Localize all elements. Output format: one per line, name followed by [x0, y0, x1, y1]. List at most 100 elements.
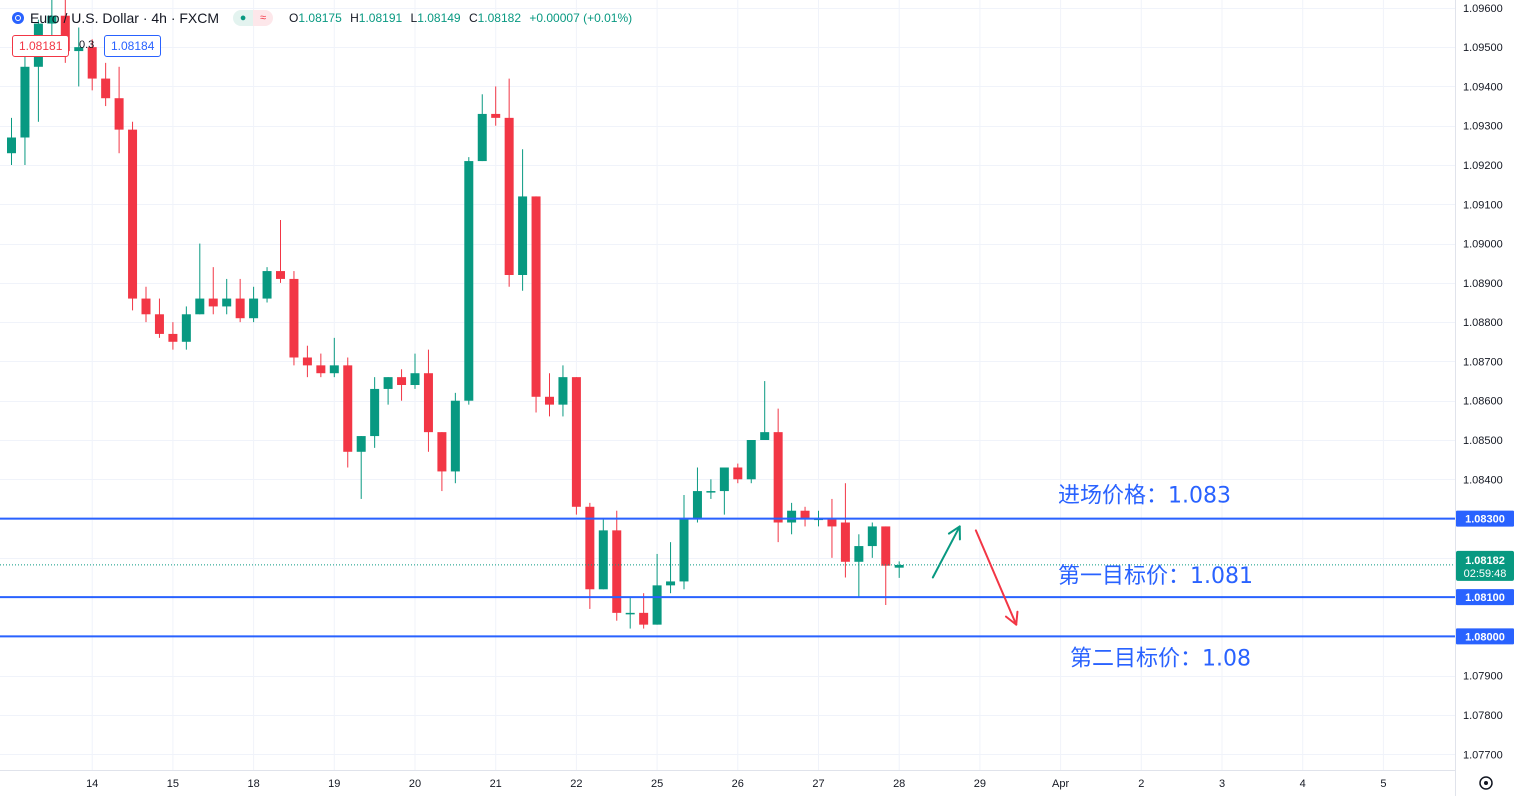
candle-body: [666, 581, 676, 586]
candle-body: [827, 518, 837, 527]
candle-body: [625, 612, 635, 615]
candle-body: [397, 377, 407, 385]
candle: [625, 597, 635, 629]
candle-body: [208, 298, 218, 307]
candle-body: [114, 98, 124, 130]
candle: [7, 117, 16, 165]
candle-body: [302, 357, 312, 366]
candle: [491, 86, 501, 126]
price-tick-label: 1.08400: [1463, 474, 1503, 486]
candle: [114, 66, 124, 154]
candle: [235, 278, 245, 323]
candle-body: [867, 526, 877, 547]
candle-body: [854, 546, 864, 562]
candle: [289, 271, 299, 366]
candle: [639, 593, 649, 629]
candle: [518, 149, 528, 291]
candle-body: [410, 373, 420, 385]
candle-body: [571, 377, 581, 507]
candle-body: [356, 436, 366, 452]
candle: [612, 510, 622, 621]
candle: [867, 522, 877, 558]
candle: [558, 365, 568, 417]
symbol-title[interactable]: Euro / U.S. Dollar · 4h · FXCM: [30, 10, 220, 26]
candle: [666, 542, 676, 594]
candle-body: [558, 377, 568, 405]
level-price-tag: [1456, 589, 1514, 606]
candle-body: [639, 612, 649, 625]
candle: [410, 353, 420, 389]
sell-price-button[interactable]: 1.08181: [12, 35, 70, 57]
candle-body: [20, 66, 30, 138]
candle-body: [598, 530, 608, 590]
candle: [450, 392, 460, 484]
settings-gear-icon[interactable]: [1479, 776, 1493, 790]
candle-body: [437, 432, 447, 472]
candle-body: [840, 522, 850, 562]
time-tick-label: 28: [893, 778, 905, 790]
candle-body: [679, 518, 689, 582]
buy-price-button[interactable]: 1.08184: [104, 35, 162, 57]
time-tick-label: 20: [409, 778, 421, 790]
candle: [719, 467, 729, 515]
candle-body: [800, 510, 810, 519]
price-levels: 1.08300 进场价格：1.083 1.08100 第一目标价：1.081 1.080…: [0, 484, 1514, 671]
candle-body: [518, 196, 528, 275]
candle: [733, 463, 743, 484]
candle-body: [101, 78, 111, 99]
price-tick-label: 1.08900: [1463, 278, 1503, 290]
candle: [141, 286, 151, 323]
time-axis-background: [0, 770, 1455, 796]
time-tick-label: 14: [86, 778, 98, 790]
candle-body: [773, 432, 783, 523]
candle: [800, 506, 810, 527]
candle-body: [141, 298, 151, 315]
price-tick-label: 1.08500: [1463, 435, 1503, 447]
candle: [840, 483, 850, 578]
price-axis[interactable]: 1.09600 1.09500 1.09400 1.09300 1.09200 1.091…: [1455, 0, 1515, 796]
approx-icon: ≈: [253, 10, 274, 26]
price-tick-label: 1.07900: [1463, 671, 1503, 683]
candle: [262, 267, 272, 303]
arrow-head: [947, 525, 961, 541]
price-tick-label: 1.09200: [1463, 160, 1503, 172]
candle-body: [881, 526, 891, 566]
candle: [383, 377, 393, 405]
grid: [0, 0, 1455, 770]
price-tick-label: 1.09000: [1463, 239, 1503, 251]
candle-body: [222, 298, 232, 307]
candle: [679, 495, 689, 590]
time-tick-label: 29: [974, 778, 986, 790]
candle: [827, 498, 837, 558]
down-arrow-drawing[interactable]: [974, 529, 1019, 626]
price-tick-label: 1.09300: [1463, 121, 1503, 133]
candle: [329, 337, 339, 378]
price-tick-label: 1.09400: [1463, 81, 1503, 93]
candle: [208, 267, 218, 315]
candle-body: [477, 113, 487, 162]
candle: [397, 369, 407, 401]
up-arrow-drawing[interactable]: [931, 525, 961, 579]
candle: [585, 502, 595, 609]
candle-body: [262, 271, 272, 299]
candle: [101, 62, 111, 107]
candle-body: [343, 365, 353, 452]
candle: [87, 39, 97, 91]
time-tick-label: Apr: [1052, 778, 1069, 790]
candle-body: [652, 585, 662, 625]
arrow-shaft: [931, 525, 961, 579]
indicator-pill[interactable]: ● ≈: [233, 10, 274, 26]
candle: [437, 432, 447, 492]
level-annotation-text: 第二目标价：1.08: [1070, 646, 1251, 671]
candle: [598, 518, 608, 590]
candle: [692, 467, 702, 523]
candle: [854, 534, 864, 598]
time-axis[interactable]: 14 15 18 19 20 21 22 25 26 27 28 29 Apr 2 3 4 5: [0, 770, 1455, 796]
candle-body: [491, 113, 501, 118]
candle-body: [289, 278, 299, 358]
candle: [545, 373, 554, 417]
time-tick-label: 2: [1138, 778, 1144, 790]
candle-body: [60, 15, 70, 52]
